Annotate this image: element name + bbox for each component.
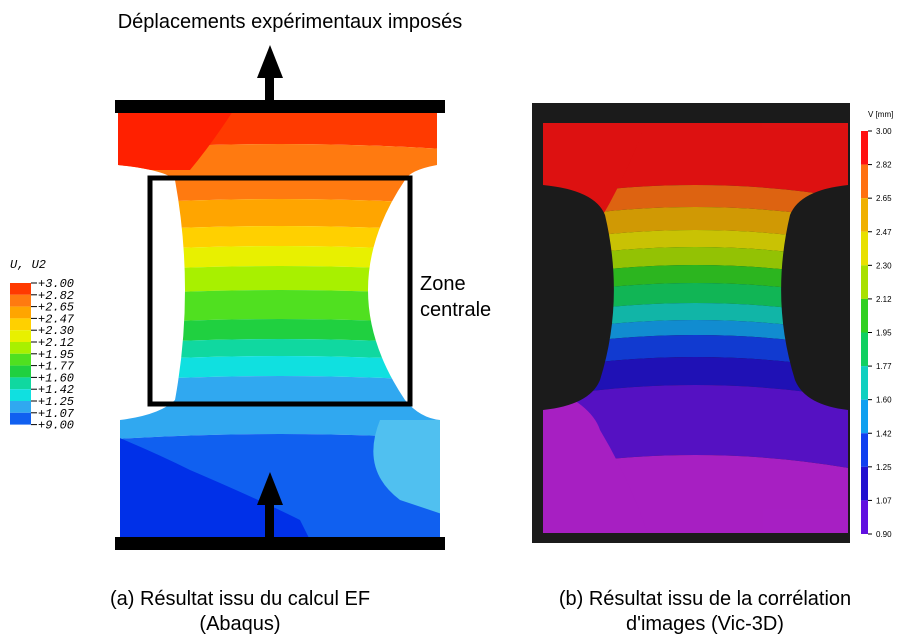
colorbar-swatch <box>861 231 868 266</box>
colorbar-label: 2.12 <box>876 295 892 304</box>
top-grip-bar <box>115 100 445 113</box>
contour-band <box>118 199 440 232</box>
contour-band <box>543 380 650 533</box>
legend-swatch <box>10 389 31 401</box>
bottom-grip-bar <box>115 537 445 550</box>
contour-band <box>543 230 848 262</box>
colorbar-swatch <box>861 399 868 434</box>
colorbar-swatch <box>861 131 868 165</box>
top-label: Déplacements expérimentaux imposés <box>118 11 463 33</box>
colorbar-label: 2.30 <box>876 261 892 270</box>
arrow-shaft <box>265 500 274 538</box>
contour-band <box>118 356 440 382</box>
colorbar-swatch <box>861 433 868 467</box>
legend-swatch <box>10 353 31 366</box>
colorbar-swatch <box>861 164 868 199</box>
colorbar-label: 0.90 <box>876 530 892 539</box>
colorbar-label: 1.95 <box>876 329 892 338</box>
legend-swatch <box>10 401 31 413</box>
legend-label: +3.00 <box>38 277 74 291</box>
caption: (b) Résultat issu de la corrélation <box>559 588 851 610</box>
legend-swatch <box>10 377 31 390</box>
legend-swatch <box>10 330 31 342</box>
colorbar-label: 1.42 <box>876 429 892 438</box>
legend-label: +2.12 <box>38 336 74 350</box>
contour-band <box>543 247 848 280</box>
contour-band <box>118 319 440 345</box>
legend-label: +1.42 <box>38 383 74 397</box>
contour-band <box>543 207 848 245</box>
contour-band <box>118 226 440 252</box>
fe-contour <box>118 113 440 538</box>
colorbar-label: 1.77 <box>876 362 892 371</box>
caption: (a) Résultat issu du calcul EF <box>110 588 370 610</box>
colorbar-label: 1.07 <box>876 496 892 505</box>
legend-swatch <box>10 365 31 378</box>
contour-band <box>543 357 848 400</box>
colorbar-swatch <box>861 298 868 333</box>
central-zone-box <box>147 175 413 407</box>
colorbar-label: 1.60 <box>876 396 892 405</box>
contour-band <box>543 320 848 350</box>
legend-label: +9.00 <box>38 419 74 433</box>
legend-swatch <box>10 412 31 425</box>
legend-title: U, U2 <box>10 258 46 272</box>
colorbar-swatch <box>861 332 868 367</box>
colorbar-swatch <box>861 198 868 232</box>
colorbar-swatch <box>861 265 868 299</box>
legend-label: +2.47 <box>38 312 75 326</box>
arrow-head <box>257 45 283 78</box>
caption: d'images (Vic-3D) <box>626 613 784 635</box>
caption: (Abaqus) <box>199 613 280 635</box>
colorbar-swatch <box>861 366 868 400</box>
colorbar-label: 2.82 <box>876 161 892 170</box>
legend-swatch <box>10 318 31 331</box>
contour-band <box>118 339 440 362</box>
legend-swatch <box>10 294 31 307</box>
legend-swatch <box>10 283 31 295</box>
arrow-shaft <box>265 70 274 102</box>
zone-label: Zone <box>420 273 466 295</box>
legend-label: +1.60 <box>38 371 74 385</box>
colorbar-label: 2.65 <box>876 194 892 203</box>
zone-label: centrale <box>420 299 491 321</box>
legend-label: +1.77 <box>38 360 75 374</box>
dic-contour <box>543 123 848 533</box>
colorbar-label: 1.25 <box>876 463 892 472</box>
legend-label: +1.25 <box>38 395 74 409</box>
legend-label: +2.82 <box>38 289 74 303</box>
colorbar-label: 3.00 <box>876 127 892 136</box>
legend-label: +1.95 <box>38 348 74 362</box>
legend-label: +1.07 <box>38 407 75 421</box>
colorbar-swatch <box>861 500 868 534</box>
legend-label: +2.65 <box>38 301 74 315</box>
contour-band <box>118 376 440 440</box>
colorbar-label: 2.47 <box>876 228 892 237</box>
contour-band <box>118 113 240 170</box>
legend-swatch <box>10 342 31 354</box>
colorbar-swatch <box>861 466 868 501</box>
colorbar-unit: V [mm] <box>868 110 893 119</box>
legend-label: +2.30 <box>38 324 74 338</box>
legend-swatch <box>10 306 31 319</box>
arrow-head <box>257 472 283 505</box>
contour-band <box>543 335 848 372</box>
contour-band <box>373 420 440 520</box>
contour-band <box>543 385 848 470</box>
